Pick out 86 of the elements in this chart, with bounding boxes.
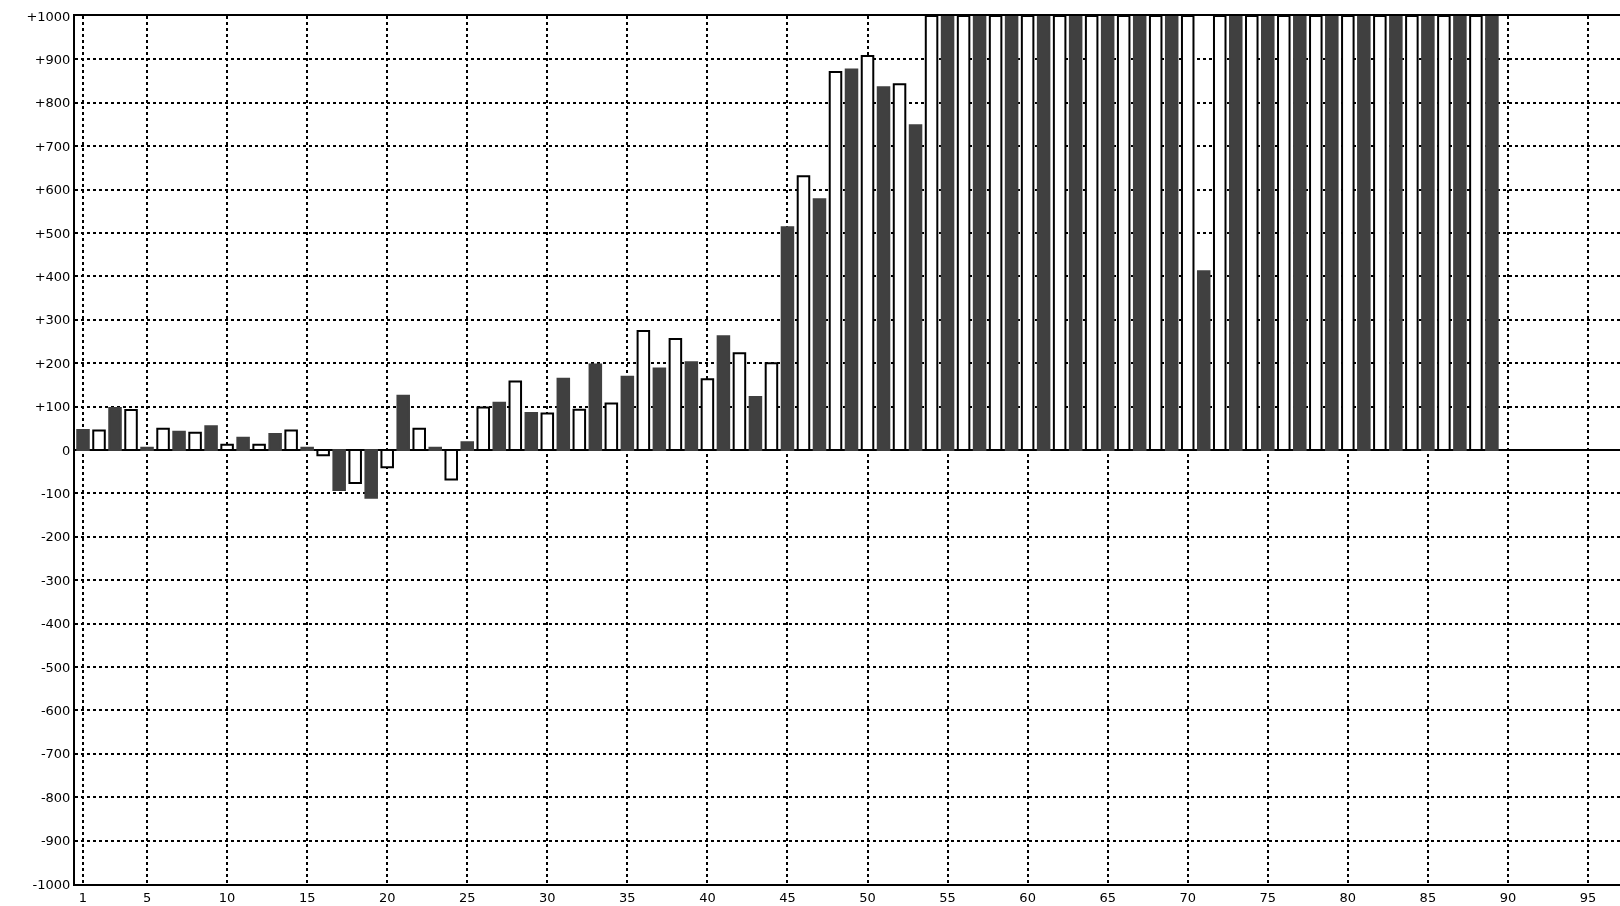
bar bbox=[940, 16, 955, 451]
bar bbox=[204, 425, 218, 451]
bar bbox=[1228, 16, 1243, 451]
bar bbox=[428, 446, 442, 451]
bar bbox=[300, 446, 314, 451]
bar bbox=[1261, 16, 1275, 451]
bar bbox=[620, 375, 635, 451]
x-tick-label: 80 bbox=[1339, 889, 1357, 905]
bar bbox=[972, 16, 987, 451]
y-tick-label: +300 bbox=[34, 312, 71, 328]
bar bbox=[1100, 16, 1115, 451]
y-tick-label: -500 bbox=[40, 659, 71, 675]
x-tick-label: 40 bbox=[699, 889, 716, 905]
y-tick-label: +800 bbox=[34, 95, 71, 111]
bar bbox=[364, 449, 378, 499]
bar bbox=[108, 406, 122, 451]
bar bbox=[652, 367, 667, 451]
bar bbox=[460, 441, 475, 451]
x-tick-label: 60 bbox=[1019, 889, 1036, 905]
x-tick-label: 85 bbox=[1419, 889, 1437, 905]
x-tick-label: 1 bbox=[78, 889, 88, 905]
bar bbox=[1068, 16, 1083, 451]
bar bbox=[844, 68, 859, 451]
y-tick-label: +500 bbox=[34, 225, 71, 241]
x-tick-label: 65 bbox=[1099, 889, 1116, 905]
bar bbox=[524, 412, 539, 451]
bar bbox=[1132, 16, 1147, 451]
y-tick-label: +400 bbox=[34, 268, 71, 284]
bar bbox=[716, 335, 731, 451]
x-tick-label: 30 bbox=[539, 889, 556, 905]
bar bbox=[684, 361, 699, 451]
y-tick-label: +1000 bbox=[26, 8, 71, 24]
y-tick-label: +200 bbox=[34, 355, 71, 371]
y-tick-label: -200 bbox=[40, 529, 71, 545]
y-tick-label: -600 bbox=[40, 702, 71, 718]
x-tick-label: 55 bbox=[939, 889, 956, 905]
y-tick-label: -900 bbox=[40, 833, 71, 849]
bar bbox=[1325, 16, 1339, 451]
bar bbox=[1357, 16, 1371, 451]
bar bbox=[492, 401, 507, 451]
bar bbox=[268, 432, 282, 451]
bar bbox=[332, 449, 346, 491]
bar bbox=[1293, 16, 1307, 451]
bar bbox=[812, 198, 827, 451]
bar bbox=[140, 446, 154, 451]
bar bbox=[780, 226, 795, 451]
bar bbox=[588, 363, 603, 451]
y-tick-label: +700 bbox=[34, 138, 71, 154]
y-tick-label: -300 bbox=[40, 572, 71, 588]
y-tick-label: -100 bbox=[40, 485, 71, 501]
y-tick-label: +100 bbox=[34, 399, 71, 415]
x-tick-label: 10 bbox=[218, 889, 236, 905]
x-tick-label: 95 bbox=[1579, 889, 1597, 905]
bar bbox=[556, 377, 571, 451]
x-tick-label: 15 bbox=[298, 889, 316, 905]
y-tick-label: +900 bbox=[34, 51, 71, 67]
bar bbox=[1485, 16, 1499, 451]
bar bbox=[1389, 16, 1403, 451]
bar bbox=[748, 396, 763, 451]
x-tick-label: 90 bbox=[1499, 889, 1517, 905]
bar bbox=[1453, 16, 1467, 451]
bar bbox=[76, 429, 90, 451]
bar bbox=[236, 436, 250, 451]
x-tick-label: 35 bbox=[619, 889, 636, 905]
y-tick-label: -1000 bbox=[32, 876, 71, 892]
y-tick-label: -400 bbox=[40, 616, 71, 632]
y-tick-label: +600 bbox=[34, 182, 71, 198]
x-tick-label: 25 bbox=[458, 889, 476, 905]
bar bbox=[1004, 16, 1019, 451]
x-tick-label: 50 bbox=[859, 889, 876, 905]
bar bbox=[172, 430, 186, 451]
bar bbox=[1196, 270, 1211, 451]
bar bbox=[1421, 16, 1435, 451]
x-tick-label: 45 bbox=[779, 889, 796, 905]
bar bbox=[876, 86, 891, 451]
y-tick-label: -700 bbox=[40, 746, 71, 762]
x-tick-label: 70 bbox=[1179, 889, 1196, 905]
bar bbox=[1036, 16, 1051, 451]
y-tick-label: -800 bbox=[40, 789, 71, 805]
bar bbox=[908, 124, 923, 451]
bar bbox=[396, 394, 410, 451]
bar bbox=[1164, 16, 1179, 451]
x-tick-label: 75 bbox=[1259, 889, 1277, 905]
x-tick-label: 5 bbox=[142, 889, 152, 905]
y-tick-label: 0 bbox=[62, 442, 71, 458]
x-tick-label: 20 bbox=[378, 889, 396, 905]
